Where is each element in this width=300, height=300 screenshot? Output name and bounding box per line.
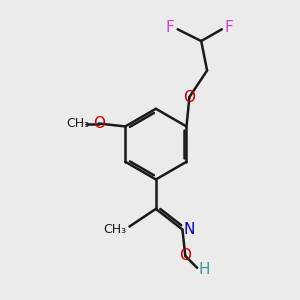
Text: F: F	[225, 20, 234, 35]
Text: methoxy: methoxy	[80, 122, 86, 123]
Text: N: N	[184, 222, 195, 237]
Text: CH₃: CH₃	[103, 223, 126, 236]
Text: H: H	[199, 262, 210, 277]
Text: O: O	[183, 89, 195, 104]
Text: CH₃: CH₃	[67, 117, 90, 130]
Text: O: O	[179, 248, 191, 263]
Text: F: F	[166, 20, 175, 35]
Text: O: O	[93, 116, 105, 131]
